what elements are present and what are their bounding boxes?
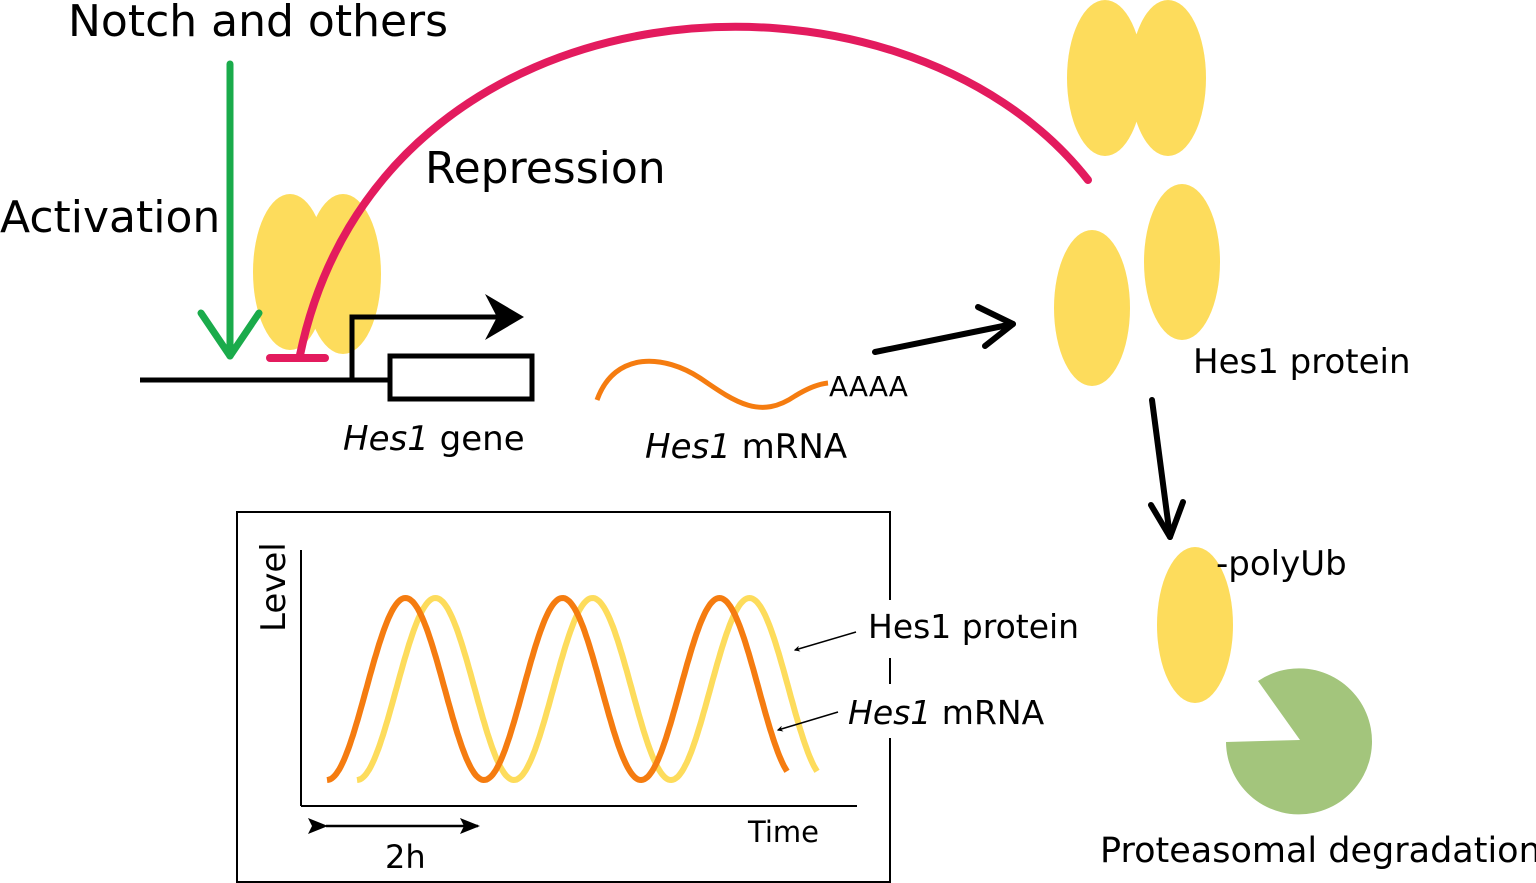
polyub-label: -polyUb: [1216, 544, 1347, 584]
inset-frame: [236, 511, 891, 883]
polya-tail-label: AAAA: [829, 370, 908, 403]
inset-protein-label: Hes1 protein: [868, 607, 1079, 646]
repression-arrow: [266, 22, 1092, 362]
repression-label: Repression: [425, 143, 666, 194]
mrna-wave-series: [326, 594, 790, 784]
inset-mrna-label: Hes1 mRNA: [848, 693, 1045, 732]
protein-dimer: [1130, 0, 1206, 156]
protein-dimer: [1067, 0, 1143, 156]
degradation-arrow: [1148, 397, 1186, 540]
gene-label: Hes1 gene: [343, 419, 525, 459]
protein-pointer-arrow: [793, 631, 857, 652]
inset-ylabel: Level: [254, 542, 294, 632]
protein-monomer: [1144, 184, 1220, 340]
oscillation-inset: Level Time 2h Hes1 protein Hes1 mRNA: [236, 511, 1079, 883]
protein-monomer: [1054, 230, 1130, 386]
protein-wave-series: [356, 594, 820, 784]
translation-arrow: [872, 304, 1016, 355]
mrna-label: Hes1 mRNA: [645, 427, 847, 467]
inset-xlabel: Time: [747, 815, 819, 849]
mrna-strand: [594, 358, 829, 410]
proteasome-icon: [1226, 668, 1372, 815]
inset-axes: [300, 550, 857, 807]
hes1-gene: [140, 314, 535, 402]
protein-label: Hes1 protein: [1193, 342, 1411, 382]
transcription-arrowhead-icon: [485, 294, 524, 340]
activation-arrow: [197, 60, 263, 360]
ubiquitinated-protein: [1157, 547, 1233, 703]
period-label: 2h: [385, 838, 426, 876]
promoter-bound-protein: [305, 194, 381, 354]
degradation-label: Proteasomal degradation: [1100, 831, 1536, 871]
mrna-pointer-arrow: [776, 711, 839, 732]
notch-label: Notch and others: [68, 0, 448, 47]
activation-label: Activation: [0, 192, 220, 243]
